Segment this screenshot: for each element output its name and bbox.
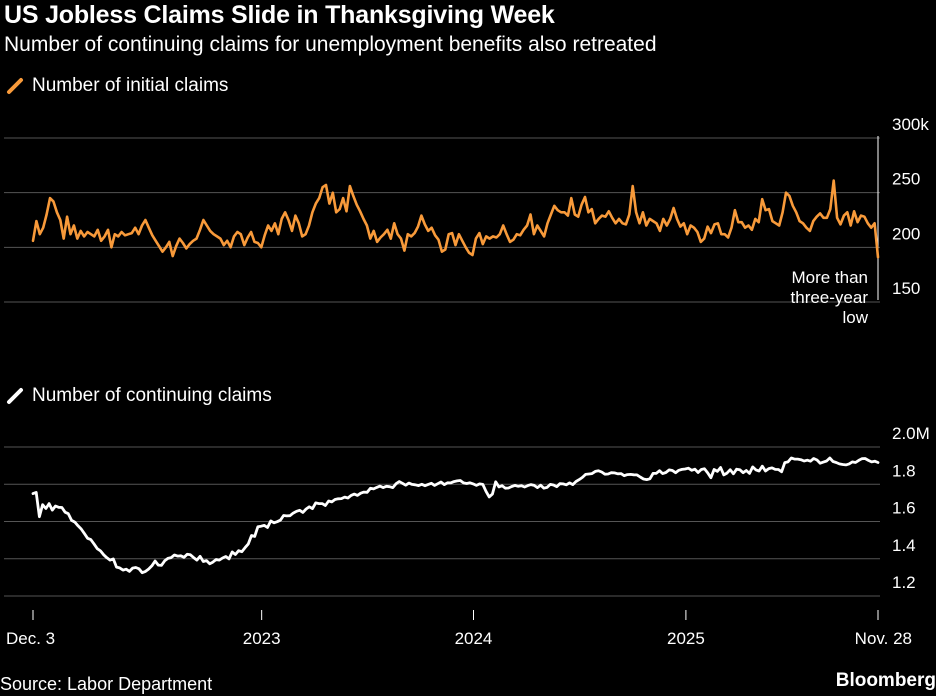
chart-title: US Jobless Claims Slide in Thanksgiving … <box>4 1 555 29</box>
initial-claims-line <box>31 179 880 259</box>
legend-initial-swatch-icon <box>7 78 23 94</box>
bloomberg-logo: Bloomberg <box>835 670 936 691</box>
x-tick-label: Dec. 3 <box>6 629 55 648</box>
y-tick-label: 250 <box>892 170 920 189</box>
legend-continuing-claims: Number of continuing claims <box>6 385 272 407</box>
source-note: Source: Labor Department <box>0 674 213 694</box>
x-tick-label: 2025 <box>667 629 705 648</box>
annotation-line: More than <box>791 268 868 287</box>
initial-claims-y-ticks: 300k 250 200 150 <box>892 115 929 298</box>
annotation-line: three-year <box>791 288 869 307</box>
legend-initial-claims: Number of initial claims <box>6 75 228 97</box>
x-axis-ticks: Dec. 3 2023 2024 2025 Nov. 28 <box>6 610 912 648</box>
y-tick-label: 1.8 <box>892 461 916 480</box>
y-tick-label: 300k <box>892 115 929 134</box>
initial-claims-gridlines <box>4 137 880 303</box>
legend-continuing-swatch-icon <box>7 388 23 404</box>
y-tick-label: 1.2 <box>892 573 916 592</box>
continuing-claims-gridlines <box>4 446 880 597</box>
annotation-line: low <box>842 308 868 327</box>
chart-subtitle: Number of continuing claims for unemploy… <box>4 33 657 56</box>
x-tick-label: 2023 <box>243 629 281 648</box>
legend-initial-label: Number of initial claims <box>32 75 229 96</box>
continuing-claims-y-ticks: 2.0M 1.8 1.6 1.4 1.2 <box>892 424 930 592</box>
x-tick-label: 2024 <box>455 629 493 648</box>
y-tick-label: 150 <box>892 279 920 298</box>
y-tick-label: 1.4 <box>892 536 916 555</box>
legend-continuing-label: Number of continuing claims <box>32 385 272 406</box>
x-tick-label: Nov. 28 <box>855 629 912 648</box>
y-tick-label: 200 <box>892 224 920 243</box>
continuing-claims-line <box>31 456 880 575</box>
y-tick-label: 1.6 <box>892 499 916 518</box>
y-tick-label: 2.0M <box>892 424 930 443</box>
